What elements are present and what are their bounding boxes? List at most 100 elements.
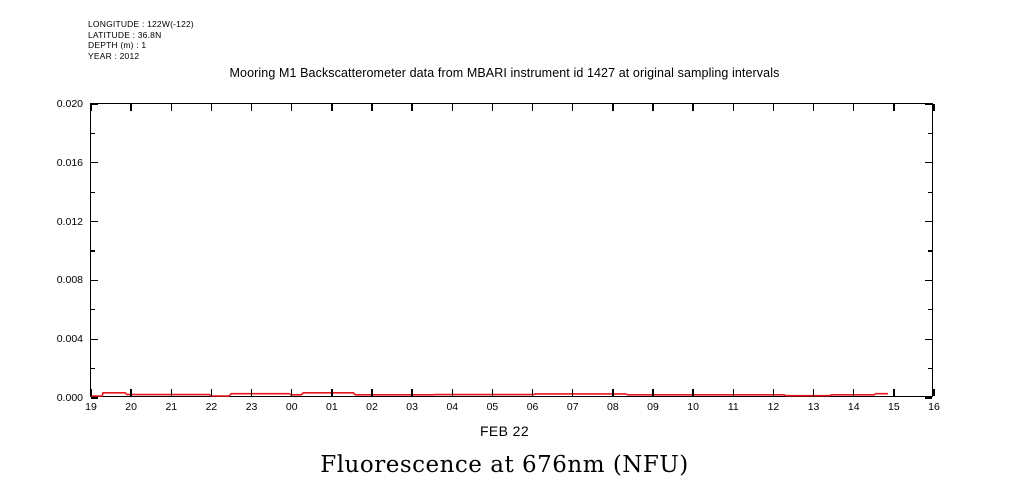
y-tick-major [91, 338, 98, 340]
x-tick-major [772, 104, 775, 111]
x-tick-major [411, 389, 413, 396]
metadata-latitude: LATITUDE : 36.8N [88, 29, 162, 40]
x-tick-major [331, 389, 333, 396]
y-tick-minor [928, 191, 932, 193]
y-axis-label: 0.000 [56, 392, 83, 404]
y-tick-major [91, 162, 98, 164]
y-tick-major [925, 338, 932, 340]
x-tick-major [531, 104, 534, 111]
x-tick-major [612, 104, 614, 111]
x-tick-major [933, 104, 935, 111]
y-tick-minor [928, 132, 932, 135]
y-tick-minor [91, 132, 95, 135]
x-tick-major [692, 104, 694, 111]
bottom-caption: Fluorescence at 676nm (NFU) [320, 452, 689, 478]
x-axis-label: 22 [205, 401, 218, 413]
x-tick-major [772, 389, 775, 396]
x-tick-major [531, 389, 534, 396]
metadata-block: LONGITUDE : 122W(-122) LATITUDE : 36.8N … [88, 19, 194, 61]
y-tick-major [91, 103, 98, 105]
metadata-year: YEAR : 2012 [88, 50, 140, 61]
x-axis-label: 08 [607, 401, 619, 413]
x-axis-label: 06 [526, 401, 539, 413]
x-tick-major [90, 389, 92, 396]
x-tick-major [893, 104, 895, 111]
y-tick-major [91, 220, 98, 223]
x-tick-major [291, 389, 293, 396]
x-tick-major [652, 104, 654, 111]
x-tick-major [732, 389, 734, 396]
x-tick-major [170, 389, 172, 396]
xaxis-caption: FEB 22 [479, 423, 530, 439]
metadata-longitude: LONGITUDE : 122W(-122) [88, 19, 194, 29]
x-tick-major [331, 104, 333, 111]
x-axis-label: 07 [566, 401, 579, 413]
x-tick-major [572, 389, 574, 396]
x-axis-label: 14 [847, 401, 860, 413]
x-tick-major [451, 389, 453, 396]
y-tick-minor [928, 250, 932, 252]
x-axis-label: 04 [446, 401, 459, 413]
x-tick-major [130, 389, 132, 396]
y-tick-major [91, 279, 98, 282]
x-axis-label: 01 [326, 401, 338, 413]
x-axis-label: 11 [727, 401, 739, 413]
y-axis-label: 0.008 [56, 274, 83, 287]
x-tick-major [250, 389, 253, 396]
y-tick-major [91, 397, 98, 399]
x-tick-major [130, 104, 132, 111]
y-tick-major [925, 162, 932, 164]
x-tick-major [933, 389, 935, 396]
x-axis-label: 09 [647, 401, 659, 413]
x-tick-major [210, 104, 213, 111]
x-tick-major [692, 389, 694, 396]
metadata-depth: DEPTH (m) : 1 [88, 40, 147, 50]
y-axis-label: 0.004 [56, 333, 83, 346]
y-tick-minor [91, 250, 95, 252]
x-tick-major [170, 104, 172, 111]
x-tick-major [572, 104, 574, 111]
x-axis-label: 10 [687, 401, 699, 413]
x-tick-major [451, 104, 453, 111]
y-tick-major [925, 397, 932, 399]
y-tick-minor [91, 367, 95, 370]
x-tick-major [371, 389, 373, 396]
x-tick-major [411, 104, 413, 111]
x-tick-major [250, 104, 253, 111]
x-tick-major [732, 104, 734, 111]
x-tick-major [90, 104, 92, 111]
x-axis-label: 00 [285, 401, 298, 413]
x-tick-major [652, 389, 654, 396]
x-axis-label: 02 [366, 401, 378, 413]
x-tick-major [853, 389, 855, 396]
y-tick-minor [928, 367, 932, 370]
y-tick-minor [928, 309, 932, 311]
y-axis-label: 0.012 [56, 215, 83, 228]
y-axis-label: 0.016 [56, 156, 83, 169]
x-axis-label: 12 [767, 401, 780, 413]
y-tick-major [925, 103, 932, 105]
x-axis-label: 03 [406, 401, 418, 413]
x-axis-label: 21 [165, 401, 178, 413]
series-line [91, 391, 888, 397]
x-tick-major [853, 104, 855, 111]
x-tick-major [812, 104, 815, 111]
x-axis-label: 05 [486, 401, 499, 413]
y-tick-major [925, 220, 932, 223]
x-tick-major [893, 389, 895, 396]
x-axis-label: 15 [888, 401, 900, 413]
plot-area: 0.000 0.004 0.008 0.012 0.016 0.020 19 20 21 22 23… [57, 98, 940, 413]
x-axis-label: 23 [245, 401, 258, 413]
plot-title: Mooring M1 Backscatterometer data from M… [229, 66, 780, 80]
x-tick-major [812, 389, 815, 396]
x-tick-major [210, 389, 213, 396]
x-tick-major [291, 104, 293, 111]
y-axis-label: 0.020 [56, 98, 83, 110]
x-tick-major [491, 389, 494, 396]
y-tick-major [925, 279, 932, 282]
y-tick-minor [91, 309, 95, 311]
x-axis-label: 16 [928, 401, 940, 413]
x-tick-major [612, 389, 614, 396]
x-axis-label: 13 [807, 401, 820, 413]
y-tick-minor [91, 191, 95, 193]
